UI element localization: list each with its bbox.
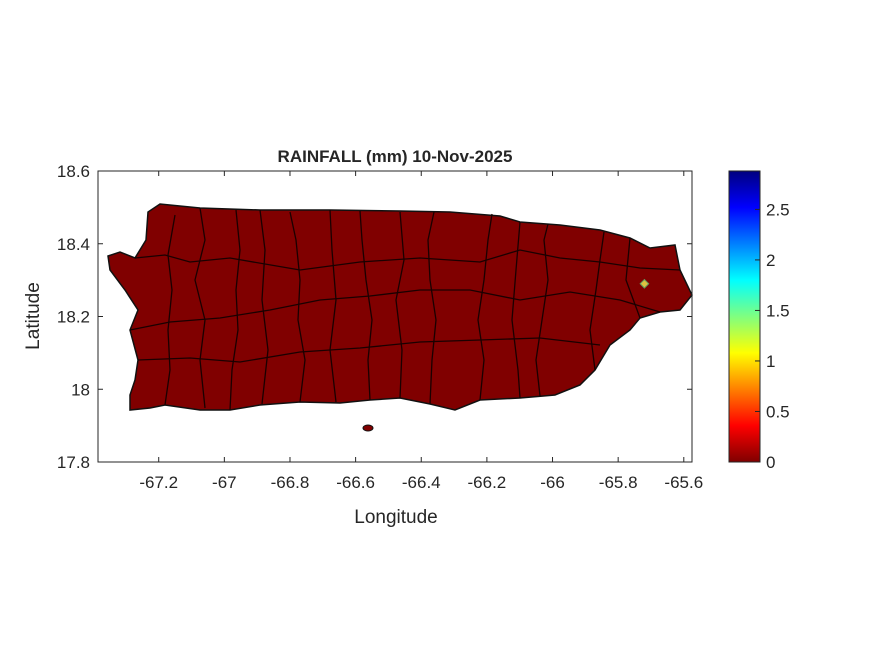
municipality-boundary: [535, 223, 549, 397]
colorbar-tick-label: 1: [766, 352, 775, 371]
x-axis-label: Longitude: [354, 507, 437, 528]
municipality-boundary: [427, 211, 437, 405]
y-tick-label: 17.8: [57, 453, 90, 472]
rainfall-hotspot: [639, 278, 650, 289]
colorbar: [728, 170, 761, 463]
y-ticks: 17.8 18 18.2 18.4 18.6: [57, 162, 692, 472]
x-tick-label: -66.2: [468, 473, 507, 492]
municipality-boundary: [589, 231, 605, 371]
municipality-boundary: [289, 211, 306, 403]
y-tick-label: 18.4: [57, 235, 90, 254]
small-island: [362, 424, 374, 432]
municipality-boundary: [359, 210, 373, 401]
colorbar-tick-label: 0: [766, 453, 775, 472]
municipality-boundary: [194, 207, 206, 409]
map-area: [107, 203, 693, 432]
colorbar-tick-label: 2: [766, 251, 775, 270]
x-tick-label: -65.8: [599, 473, 638, 492]
municipality-boundary: [511, 221, 521, 399]
municipality-boundary: [329, 209, 337, 403]
x-tick-label: -65.6: [664, 473, 703, 492]
municipality-boundary: [259, 209, 269, 405]
x-tick-label: -66.8: [271, 473, 310, 492]
y-tick-label: 18.6: [57, 162, 90, 181]
x-tick-label: -67: [212, 473, 237, 492]
municipality-boundary: [229, 209, 241, 411]
island-rainfall-field: [107, 203, 693, 411]
x-tick-label: -66.6: [336, 473, 375, 492]
x-tick-label: -66.4: [402, 473, 441, 492]
colorbar-ticks: 0 0.5 1 1.5 2 2.5: [755, 200, 790, 472]
municipality-boundary: [137, 337, 601, 363]
municipality-boundary: [129, 289, 661, 331]
municipality-boundary: [625, 237, 641, 319]
municipality-boundary: [164, 214, 176, 406]
y-tick-label: 18.2: [57, 308, 90, 327]
municipality-boundary: [477, 213, 493, 401]
chart-title: RAINFALL (mm) 10-Nov-2025: [278, 147, 513, 166]
y-tick-label: 18: [71, 380, 90, 399]
x-tick-label: -66: [540, 473, 565, 492]
colorbar-tick-label: 2.5: [766, 200, 790, 219]
municipality-boundary: [395, 211, 405, 399]
x-ticks: -67.2 -67 -66.8 -66.6 -66.4 -66.2 -66 -65.8 -65.…: [139, 171, 703, 492]
y-axis-label: Latitude: [23, 282, 44, 350]
x-tick-label: -67.2: [139, 473, 178, 492]
colorbar-tick-label: 1.5: [766, 301, 790, 320]
colorbar-tick-label: 0.5: [766, 402, 790, 421]
